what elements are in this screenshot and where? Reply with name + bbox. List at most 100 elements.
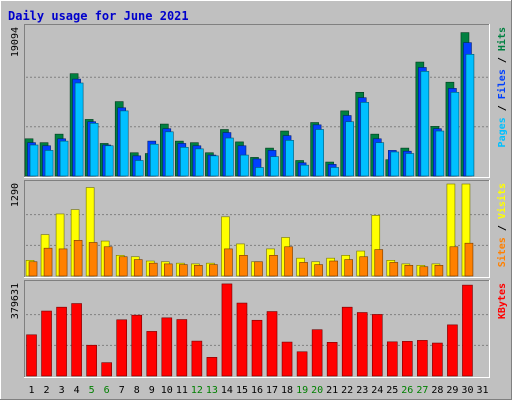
bar-sites-day-2 <box>43 247 53 277</box>
bar-pages-day-23 <box>360 102 370 177</box>
bar-sites-day-23 <box>359 256 369 277</box>
bar-pages-day-27 <box>420 71 430 177</box>
y-max-label: 19094 <box>10 27 21 57</box>
legend-item: KBytes <box>497 283 508 319</box>
x-tick-label: 29 <box>446 385 458 396</box>
x-tick-label: 2 <box>44 385 50 396</box>
x-tick-label: 7 <box>119 385 125 396</box>
bar-sites-day-21 <box>329 260 338 277</box>
bar-sites-day-1 <box>28 261 38 277</box>
bar-kbytes-day-5 <box>86 344 97 377</box>
bar-sites-day-22 <box>344 259 353 277</box>
x-tick-label: 16 <box>251 385 263 396</box>
y-max-label: 1290 <box>10 183 21 207</box>
x-tick-label: 27 <box>416 385 428 396</box>
bar-sites-day-29 <box>449 246 459 277</box>
x-tick-label: 5 <box>89 385 95 396</box>
bar-sites-day-18 <box>284 246 293 277</box>
x-tick-label: 1 <box>29 385 35 396</box>
bar-kbytes-day-27 <box>417 340 428 377</box>
bar-pages-day-13 <box>210 155 219 177</box>
x-tick-label: 30 <box>461 385 473 396</box>
bar-kbytes-day-24 <box>371 314 383 377</box>
bar-pages-day-22 <box>345 121 354 177</box>
bar-sites-day-8 <box>133 259 143 277</box>
bar-pages-day-16 <box>255 167 264 177</box>
bar-sites-day-4 <box>73 240 83 277</box>
x-tick-label: 31 <box>476 385 488 396</box>
bar-kbytes-day-9 <box>146 331 158 377</box>
x-tick-label: 22 <box>341 385 353 396</box>
x-tick-label: 8 <box>134 385 140 396</box>
bar-sites-day-26 <box>404 264 414 277</box>
legend-item: Visits <box>496 183 508 219</box>
bar-pages-day-25 <box>390 151 400 177</box>
bar-pages-day-5 <box>89 122 99 177</box>
bar-kbytes-day-17 <box>266 311 278 377</box>
bar-sites-day-15 <box>239 255 248 277</box>
bar-pages-day-29 <box>450 91 460 177</box>
bar-sites-day-16 <box>254 261 263 277</box>
y-max-label: 379631 <box>10 283 21 319</box>
legend-visits-sites: Sites / Visits <box>496 183 508 267</box>
x-tick-label: 6 <box>104 385 110 396</box>
bar-pages-day-3 <box>59 140 69 177</box>
bar-sites-day-7 <box>118 256 128 277</box>
x-tick-label: 19 <box>296 385 308 396</box>
bar-kbytes-day-4 <box>71 303 82 377</box>
legend-item: / <box>497 99 508 117</box>
bar-pages-day-14 <box>225 137 234 177</box>
bar-pages-day-7 <box>119 110 129 177</box>
bar-pages-day-20 <box>315 129 324 177</box>
x-tick-label: 24 <box>371 385 383 396</box>
bar-pages-day-8 <box>134 160 144 177</box>
bar-kbytes-day-3 <box>56 306 67 377</box>
x-tick-label: 21 <box>326 385 338 396</box>
bar-kbytes-day-30 <box>462 284 473 377</box>
x-tick-label: 17 <box>266 385 278 396</box>
bar-pages-day-30 <box>465 54 475 177</box>
x-tick-label: 9 <box>149 385 155 396</box>
bar-pages-day-1 <box>29 144 39 177</box>
legend-item: / <box>497 51 508 69</box>
bar-sites-day-19 <box>299 262 308 277</box>
bar-kbytes-day-12 <box>191 340 203 377</box>
bar-pages-day-9 <box>149 143 159 177</box>
bar-sites-day-30 <box>464 242 474 277</box>
x-tick-label: 14 <box>221 385 233 396</box>
bar-kbytes-day-19 <box>296 351 308 377</box>
bar-kbytes-day-29 <box>447 324 458 377</box>
bar-kbytes-day-21 <box>326 342 338 377</box>
bar-pages-day-15 <box>240 154 249 177</box>
x-tick-label: 11 <box>176 385 188 396</box>
bar-pages-day-11 <box>180 147 189 177</box>
bar-sites-day-5 <box>88 242 98 277</box>
bar-kbytes-day-13 <box>206 357 218 377</box>
bar-kbytes-day-28 <box>432 342 443 377</box>
bar-pages-day-18 <box>285 140 294 177</box>
bar-pages-day-12 <box>195 148 204 177</box>
bar-kbytes-day-20 <box>311 329 323 377</box>
bar-kbytes-day-23 <box>356 312 368 377</box>
bar-sites-day-10 <box>164 263 173 277</box>
x-tick-label: 10 <box>161 385 173 396</box>
panels-group: 19094 Pages / Files / Hits 1290 Sites / Vis… <box>10 24 508 378</box>
bar-kbytes-day-8 <box>131 314 143 377</box>
legend-kbytes: KBytes <box>497 283 508 319</box>
bar-kbytes-day-25 <box>386 341 398 377</box>
legend-item: Pages <box>497 117 508 147</box>
bar-kbytes-day-1 <box>26 334 37 377</box>
legend-item: Files <box>496 69 508 99</box>
bar-sites-day-20 <box>314 264 323 277</box>
x-tick-label: 28 <box>431 385 443 396</box>
bar-kbytes-day-11 <box>176 319 188 377</box>
bar-kbytes-day-6 <box>101 362 112 377</box>
bar-kbytes-day-7 <box>116 319 128 377</box>
bar-pages-day-2 <box>44 150 54 177</box>
bar-sites-day-9 <box>148 262 158 277</box>
bar-pages-day-10 <box>165 131 174 177</box>
x-tick-label: 13 <box>206 385 218 396</box>
bar-sites-day-28 <box>434 264 444 277</box>
bar-sites-day-27 <box>419 266 429 277</box>
